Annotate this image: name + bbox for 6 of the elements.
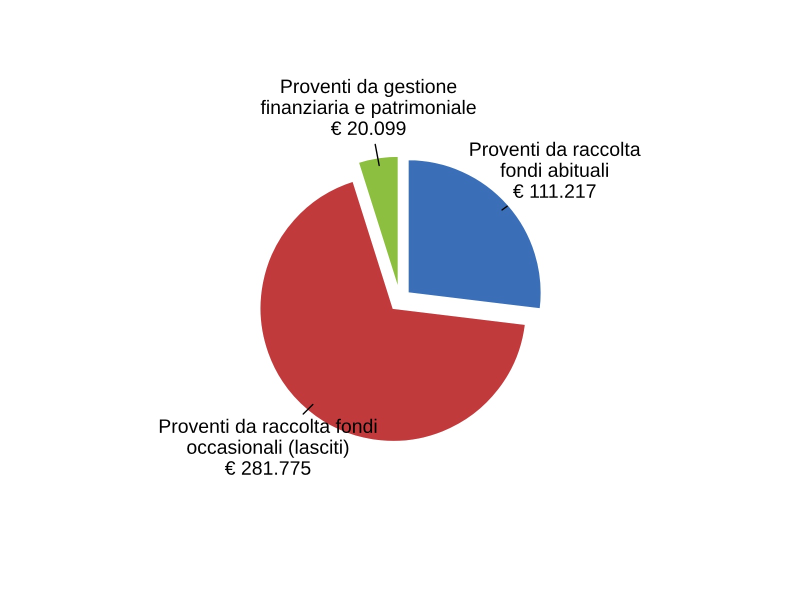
data-label: € 281.775	[224, 461, 310, 475]
data-label: € 111.217	[513, 184, 596, 198]
slice-label: Proventi da gestione finanziaria e patrimoniale	[260, 78, 476, 118]
data-label: € 20.099	[330, 121, 406, 136]
slice-label: Proventi da raccolta fondi abituali	[470, 142, 641, 178]
slice-label: Proventi da raccolta fondi occasionali (lasciti)	[160, 418, 376, 458]
